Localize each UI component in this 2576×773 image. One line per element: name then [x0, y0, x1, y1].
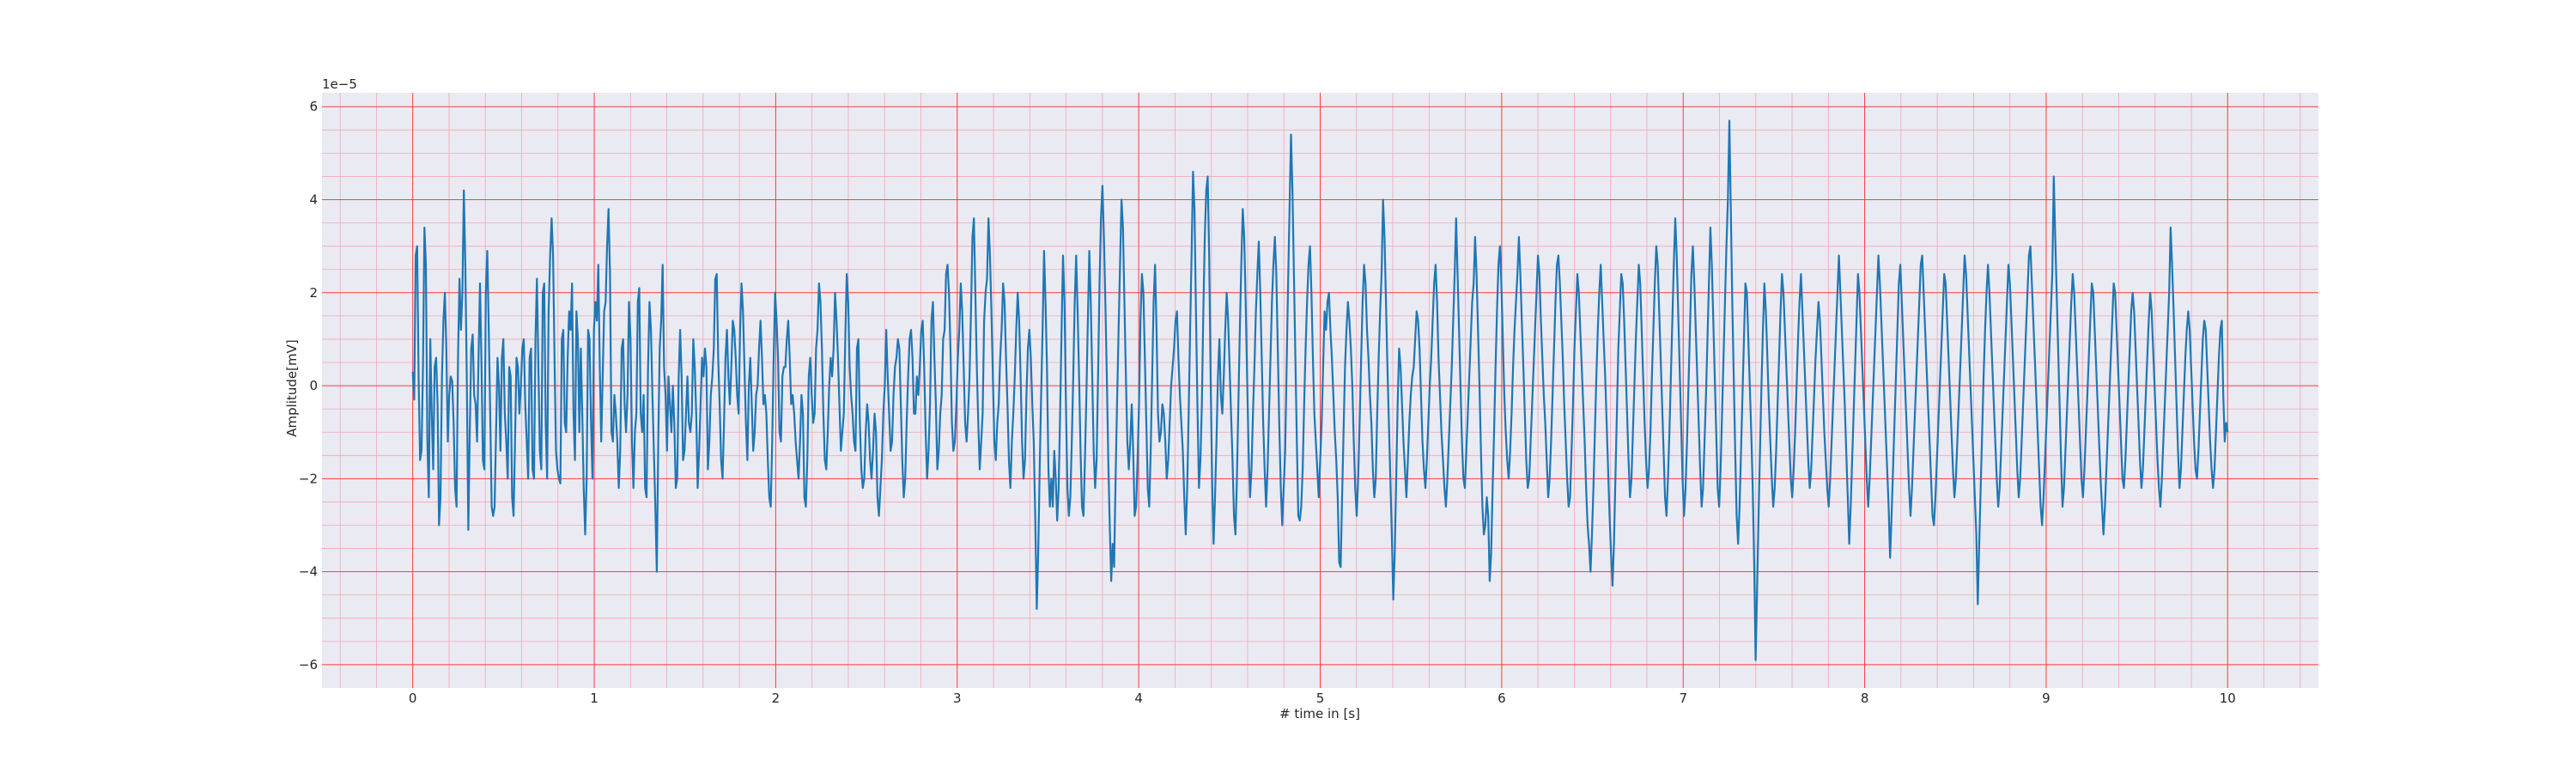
y-tick-label: 6: [309, 99, 318, 114]
y-tick-label: −4: [299, 564, 318, 580]
y-offset-label: 1e−5: [322, 76, 357, 92]
x-tick-label: 8: [1861, 691, 1869, 706]
y-axis-label: Amplitude[mV]: [284, 339, 300, 436]
major-grid: [322, 93, 2318, 688]
y-tick-label: −2: [299, 471, 318, 486]
x-tick-label: 6: [1498, 691, 1506, 706]
series-layer: [411, 119, 2229, 661]
x-tick-label: 4: [1134, 691, 1143, 706]
x-tick-label: 5: [1316, 691, 1325, 706]
x-tick-label: 10: [2220, 691, 2236, 706]
x-tick-label: 0: [409, 691, 417, 706]
x-axis-label: # time in [s]: [1279, 706, 1360, 721]
y-tick-label: 0: [309, 378, 318, 393]
y-tick-labels: −6 −4 −2 0 2 4 6: [299, 99, 318, 673]
x-tick-label: 2: [772, 691, 781, 706]
x-tick-labels: 0 1 2 3 4 5 6 7 8 9 10: [409, 691, 2236, 706]
x-tick-label: 9: [2042, 691, 2050, 706]
x-tick-label: 3: [953, 691, 962, 706]
y-tick-label: 4: [309, 192, 318, 208]
y-tick-label: −6: [299, 657, 318, 673]
signal-line: [411, 119, 2229, 661]
x-tick-label: 7: [1679, 691, 1687, 706]
y-tick-label: 2: [309, 285, 318, 301]
x-tick-label: 1: [590, 691, 598, 706]
